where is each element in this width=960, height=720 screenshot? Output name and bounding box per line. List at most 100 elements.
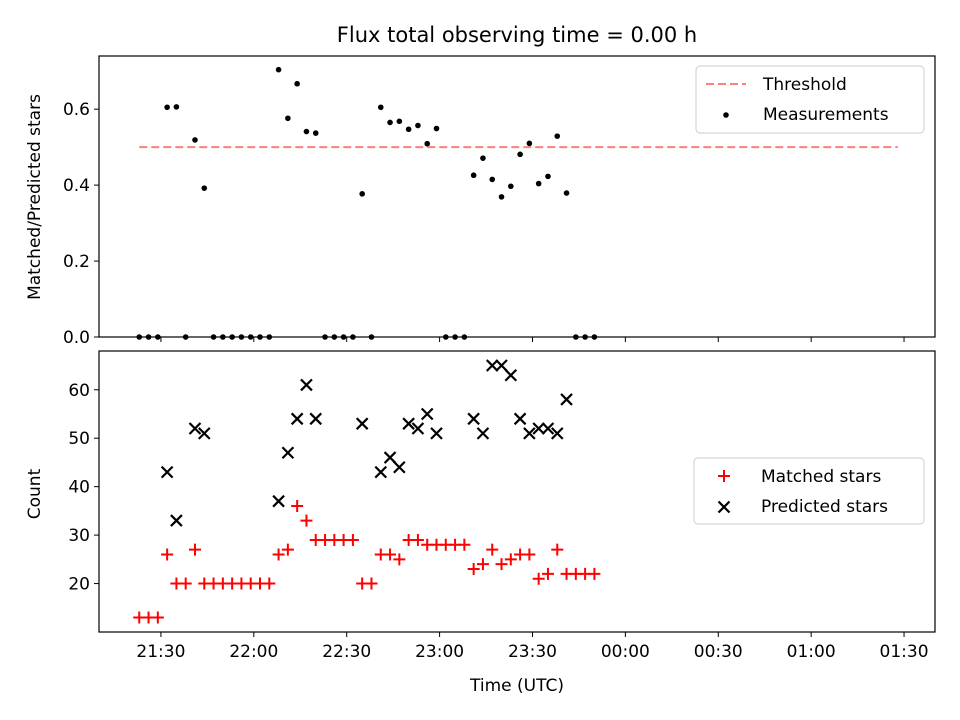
matched-star-point (291, 500, 304, 513)
predicted-star-point (541, 422, 555, 435)
matched-star-point (151, 611, 164, 624)
predicted-star-point (495, 359, 508, 372)
bottom-y-tick-label: 40 (68, 478, 90, 498)
measurement-point (340, 334, 347, 340)
top-y-tick-label: 0.6 (63, 100, 90, 120)
top-y-tick-label: 0.0 (63, 328, 90, 348)
measurement-point (192, 137, 198, 143)
predicted-star-point (402, 417, 415, 430)
predicted-star-point (281, 446, 295, 460)
measurement-point (470, 172, 477, 179)
measurement-point (275, 66, 282, 73)
measurement-point (247, 334, 254, 340)
measurement-point (164, 104, 170, 111)
measurement-point (145, 334, 152, 340)
matched-star-point (393, 553, 406, 566)
x-axis-label: Time (UTC) (469, 676, 564, 696)
legend-predicted-label: Predicted stars (761, 497, 888, 517)
matched-star-point (588, 567, 601, 580)
predicted-star-point (290, 412, 304, 426)
predicted-star-point (272, 494, 285, 508)
measurement-point (229, 334, 235, 340)
measurement-point (257, 334, 263, 340)
measurement-point (480, 155, 486, 161)
predicted-star-point (374, 465, 388, 479)
measurement-point (489, 176, 496, 183)
bottom-axes-frame (98, 350, 936, 633)
bottom-y-axis-label: Count (25, 468, 45, 519)
measurement-point (545, 173, 551, 180)
measurement-point (155, 334, 161, 340)
top-y-axis-label: Matched/Predicted stars (25, 94, 45, 300)
predicted-star-point (504, 368, 518, 382)
measurement-point (498, 194, 505, 200)
x-tick-label: 23:00 (415, 642, 464, 662)
x-tick-label: 22:00 (229, 642, 278, 662)
predicted-star-point (513, 412, 527, 426)
predicted-star-point (160, 465, 174, 479)
matched-star-point (161, 548, 174, 561)
measurement-point (182, 334, 189, 340)
bottom-y-tick-label: 50 (68, 429, 90, 449)
matched-star-point (384, 548, 397, 561)
matched-star-point (495, 558, 508, 571)
legend-threshold-label: Threshold (762, 75, 847, 95)
matched-star-point (504, 553, 517, 566)
bottom-y-tick-label: 20 (68, 575, 90, 595)
measurement-point (294, 80, 300, 87)
matched-star-point (272, 548, 285, 561)
matched-star-point (281, 543, 294, 556)
measurement-point (303, 128, 310, 135)
measurement-point (322, 334, 328, 340)
measurement-point (405, 126, 412, 133)
top-plot-panel: 0.0 0.2 0.4 0.6 Threshold Measurements (63, 55, 936, 348)
matched-star-point (411, 533, 424, 546)
x-tick-label: 01:00 (787, 642, 836, 662)
measurement-point (461, 334, 468, 340)
measurement-point (424, 140, 431, 147)
predicted-star-point (309, 412, 323, 426)
measurement-point (396, 118, 403, 125)
predicted-star-point (485, 359, 499, 372)
bottom-plot-panel: 21:30 22:00 22:30 23:00 23:30 00:00 00:30 01:00… (68, 350, 936, 662)
predicted-star-point (170, 514, 183, 527)
measurement-point (535, 180, 542, 187)
x-tick-label: 21:30 (136, 642, 185, 662)
matched-star-point (188, 543, 201, 556)
matched-star-point (476, 558, 489, 571)
predicted-star-point (523, 427, 536, 440)
x-tick-label: 22:30 (322, 642, 371, 662)
measurement-point (591, 334, 598, 340)
x-tick-label: 23:30 (508, 642, 557, 662)
predicted-star-point (383, 451, 397, 464)
measurement-point (442, 334, 449, 340)
measurement-point (312, 130, 319, 136)
predicted-star-point (560, 393, 573, 406)
predicted-star-point (430, 427, 443, 440)
matched-star-point (179, 577, 192, 590)
measurement-point (508, 183, 514, 190)
measurement-point (368, 334, 375, 340)
predicted-star-point (411, 422, 425, 435)
matched-star-point (263, 577, 276, 590)
measurement-point (201, 185, 208, 191)
measurement-point (359, 191, 365, 197)
matched-star-point (541, 567, 554, 580)
top-y-tick-label: 0.4 (63, 176, 90, 196)
matched-star-point (523, 548, 536, 561)
legend-matched-swatch (718, 470, 730, 482)
chart-title: Flux total observing time = 0.00 h (337, 23, 697, 47)
predicted-star-point (550, 427, 564, 440)
predicted-star-point (467, 412, 480, 426)
measurement-point (554, 133, 561, 139)
matched-star-point (551, 543, 564, 556)
predicted-star-point (393, 460, 406, 474)
measurement-point (331, 334, 338, 340)
measurement-point (350, 334, 356, 340)
predicted-star-point (355, 417, 369, 430)
matched-star-point (346, 533, 359, 546)
x-tick-label: 00:30 (694, 642, 743, 662)
matched-star-point (532, 572, 545, 585)
predicted-star-point (300, 378, 313, 392)
